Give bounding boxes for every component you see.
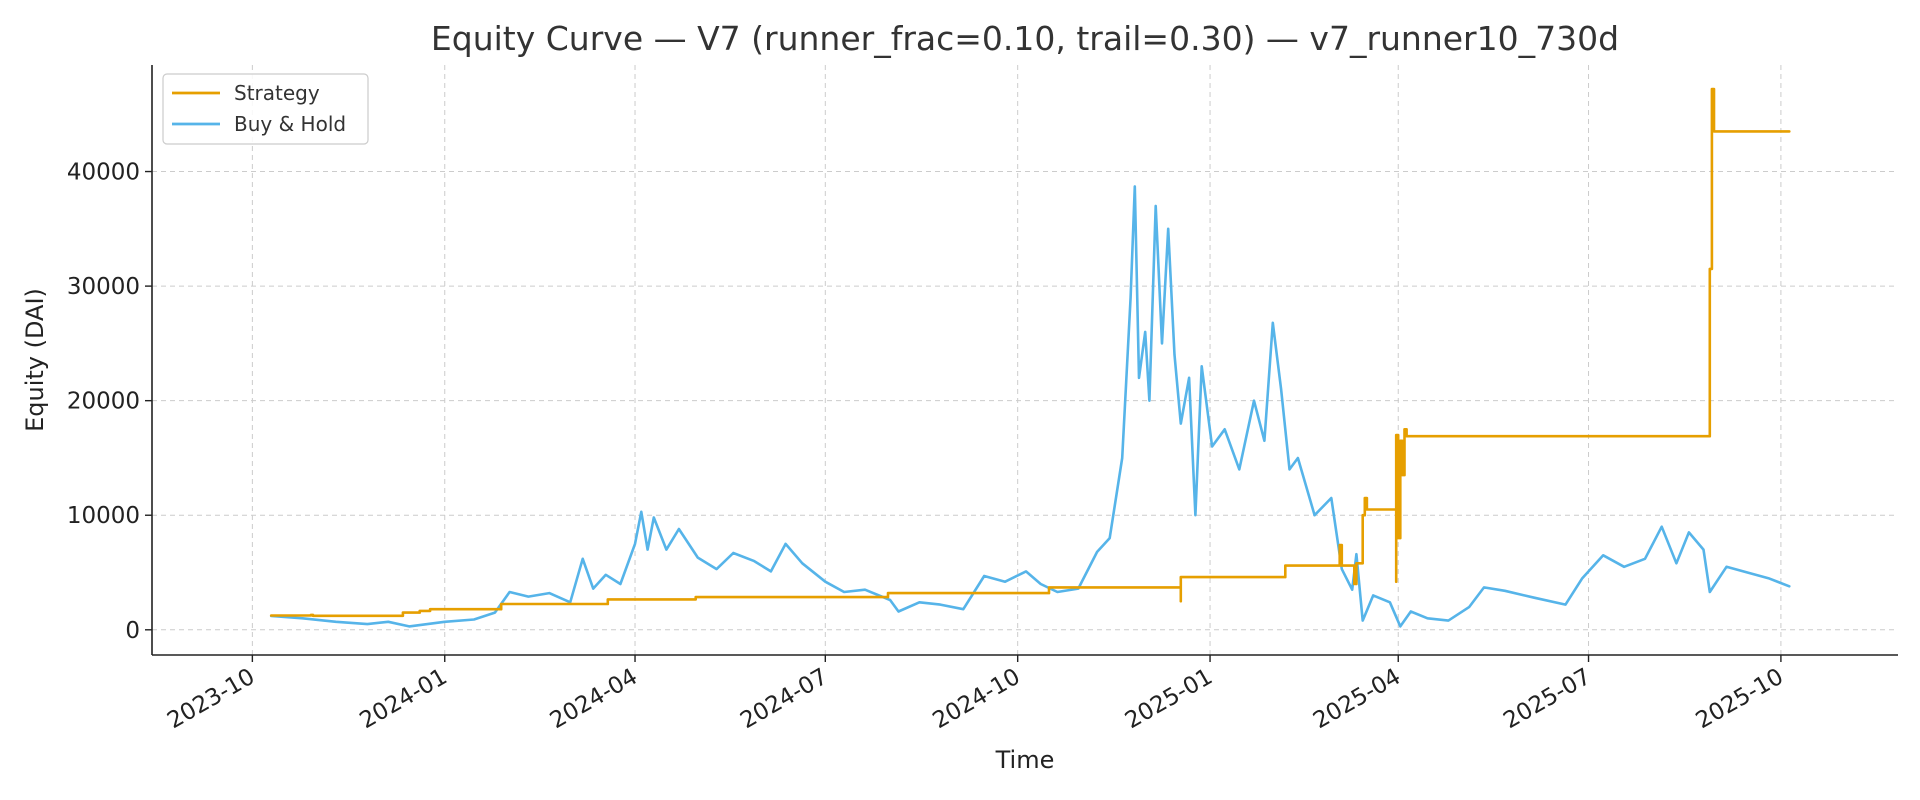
legend: Strategy Buy & Hold bbox=[162, 73, 369, 145]
x-tick-label: 2025-01 bbox=[1121, 664, 1217, 735]
legend-label-buy-hold: Buy & Hold bbox=[234, 112, 346, 136]
series-lines bbox=[269, 87, 1791, 628]
y-tick-label: 40000 bbox=[67, 160, 140, 186]
x-tick-label: 2024-04 bbox=[546, 664, 642, 735]
y-tick-label: 0 bbox=[125, 618, 140, 644]
grid-lines bbox=[152, 65, 1898, 655]
legend-label-strategy: Strategy bbox=[234, 81, 320, 105]
y-tick-label: 10000 bbox=[67, 503, 140, 529]
y-tick-label: 30000 bbox=[67, 274, 140, 300]
series-line-buy-hold bbox=[269, 185, 1791, 628]
x-axis-label: Time bbox=[995, 746, 1055, 774]
y-tick-label: 20000 bbox=[67, 389, 140, 415]
x-tick-label: 2024-10 bbox=[928, 664, 1024, 735]
y-axis-label: Equity (DAI) bbox=[21, 288, 49, 432]
x-tick-label: 2024-07 bbox=[736, 664, 832, 735]
series-line-strategy bbox=[269, 87, 1791, 618]
legend-box bbox=[162, 73, 369, 145]
x-tick-label: 2023-10 bbox=[163, 664, 259, 735]
x-tick-label: 2025-04 bbox=[1309, 664, 1405, 735]
axis-ticks: 0 10000 20000 30000 40000 2023-10 2024-01 2024-… bbox=[67, 160, 1788, 735]
x-tick-label: 2025-07 bbox=[1499, 664, 1595, 735]
axes bbox=[151, 65, 1898, 656]
x-tick-label: 2024-01 bbox=[356, 664, 452, 735]
x-tick-label: 2025-10 bbox=[1692, 664, 1788, 735]
chart-title: Equity Curve — V7 (runner_frac=0.10, tra… bbox=[431, 19, 1619, 58]
